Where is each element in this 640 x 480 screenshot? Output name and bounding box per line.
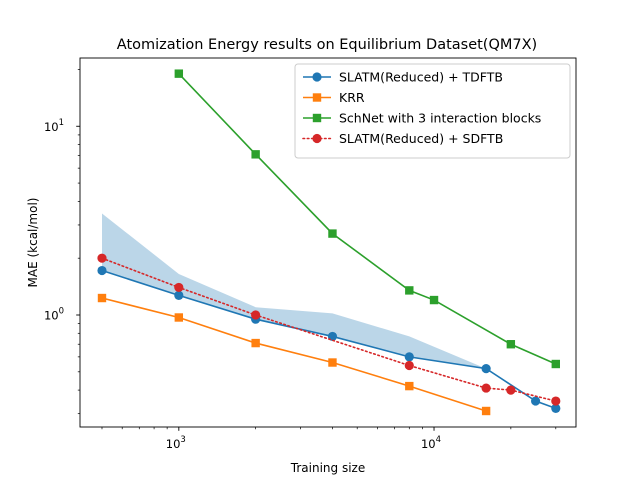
data-point-krr — [481, 406, 491, 416]
data-point-slatm-reduced-sdftb — [506, 385, 516, 395]
data-point-schnet-with-3-interaction-blocks — [405, 286, 414, 295]
legend-marker-slatm-reduced-sdftb — [312, 133, 322, 144]
legend: SLATM(Reduced) + TDFTB KRR SchNet with 3 i… — [294, 63, 571, 159]
legend-box — [294, 63, 571, 159]
legend-label-schnet-with-3-interaction-blocks: SchNet with 3 interaction blocks — [339, 111, 541, 126]
data-point-krr — [405, 381, 414, 391]
data-point-slatm-reduced-sdftb — [404, 360, 414, 371]
data-point-krr — [174, 313, 184, 322]
data-point-schnet-with-3-interaction-blocks — [174, 69, 184, 78]
data-point-slatm-reduced-sdftb — [481, 383, 491, 393]
data-point-krr — [328, 358, 337, 367]
tick-layer: 103 104 100 101 — [44, 69, 557, 451]
x-axis-label: Training size — [290, 461, 365, 475]
data-point-slatm-reduced-sdftb — [551, 396, 561, 406]
chart-title: Atomization Energy results on Equilibriu… — [117, 37, 537, 53]
data-point-schnet-with-3-interaction-blocks — [328, 229, 337, 238]
data-point-slatm-reduced-tdftb — [174, 290, 184, 301]
legend-label-slatm-reduced-sdftb: SLATM(Reduced) + SDFTB — [339, 131, 503, 146]
series-slatm-reduced-sdftb — [97, 253, 561, 406]
series-layer — [97, 69, 561, 416]
data-point-slatm-reduced-tdftb — [481, 363, 491, 374]
legend-marker-slatm-reduced-tdftb — [312, 72, 322, 82]
series-line-krr — [101, 297, 487, 412]
data-point-slatm-reduced-sdftb — [174, 282, 184, 293]
data-point-schnet-with-3-interaction-blocks — [551, 359, 560, 369]
data-point-slatm-reduced-tdftb — [551, 403, 561, 413]
series-krr — [97, 293, 491, 416]
y-tick-label: 100 — [44, 306, 64, 322]
tdftb-confidence-band — [102, 213, 536, 402]
data-point-slatm-reduced-tdftb — [404, 352, 414, 362]
legend-marker-schnet-with-3-interaction-blocks — [312, 113, 322, 123]
x-tick-label: 104 — [421, 435, 441, 451]
legend-label-slatm-reduced-tdftb: SLATM(Reduced) + TDFTB — [339, 70, 503, 85]
data-point-krr — [251, 338, 260, 348]
data-point-slatm-reduced-tdftb — [97, 265, 107, 276]
data-point-schnet-with-3-interaction-blocks — [251, 150, 260, 159]
confidence-band-layer — [102, 213, 536, 402]
legend-marker-krr — [312, 93, 322, 102]
legend-label-krr: KRR — [339, 90, 365, 105]
x-tick-label: 103 — [166, 435, 186, 451]
data-point-slatm-reduced-sdftb — [97, 253, 107, 263]
y-axis-label: MAE (kcal/mol) — [26, 198, 40, 288]
data-point-krr — [97, 293, 107, 303]
data-point-schnet-with-3-interaction-blocks — [506, 340, 516, 349]
plot-frame — [79, 57, 577, 428]
data-point-schnet-with-3-interaction-blocks — [429, 295, 439, 305]
data-point-slatm-reduced-tdftb — [530, 396, 541, 406]
series-schnet-with-3-interaction-blocks — [174, 69, 560, 369]
data-point-slatm-reduced-sdftb — [251, 310, 261, 320]
series-line-slatm-reduced-tdftb — [101, 269, 557, 410]
y-tick-label: 101 — [44, 118, 64, 134]
